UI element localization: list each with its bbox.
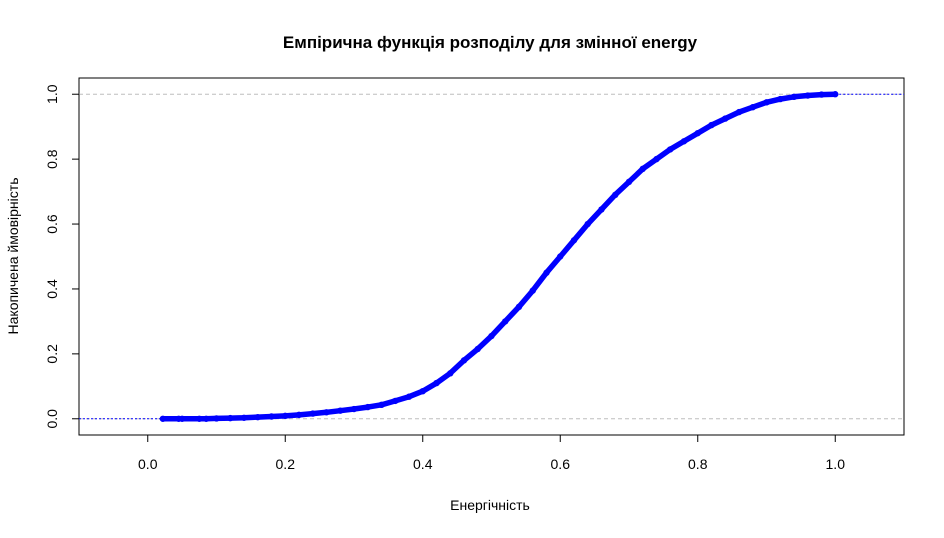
plot-frame xyxy=(78,77,905,436)
ecdf-point xyxy=(804,92,811,99)
ecdf-point xyxy=(178,415,186,422)
ecdf-point xyxy=(598,206,605,213)
y-axis: 0.0 0.2 0.4 0.6 0.8 1.0 xyxy=(44,84,80,429)
ecdf-point xyxy=(708,121,715,129)
ecdf-point xyxy=(777,95,784,103)
ecdf-point xyxy=(625,178,633,186)
x-tick-label: 1.0 xyxy=(826,456,846,472)
chart-title: Емпірична функція розподілу для змінної … xyxy=(283,33,698,52)
ecdf-point xyxy=(502,318,509,325)
y-axis-label: Накопичена ймовірність xyxy=(5,178,21,335)
ecdf-point xyxy=(749,104,756,111)
ecdf-point xyxy=(722,115,729,122)
ecdf-point xyxy=(227,414,234,422)
y-tick-label: 1.0 xyxy=(44,84,60,104)
ecdf-point xyxy=(196,415,203,422)
ecdf-point xyxy=(364,403,371,411)
ecdf-point xyxy=(584,220,591,228)
ecdf-point xyxy=(240,414,248,421)
x-axis: 0.0 0.2 0.4 0.6 0.8 1.0 xyxy=(138,434,846,472)
y-tick-label: 0.2 xyxy=(44,344,60,364)
ecdf-point xyxy=(790,93,798,101)
y-tick-label: 0.4 xyxy=(44,279,60,299)
ecdf-point xyxy=(337,407,344,414)
reference-lines xyxy=(79,93,904,420)
ecdf-point xyxy=(557,253,564,260)
ecdf-point xyxy=(763,99,770,106)
x-tick-label: 0.6 xyxy=(551,456,571,472)
ecdf-point xyxy=(419,387,426,395)
ecdf-point xyxy=(832,91,839,98)
ecdf-point xyxy=(570,237,578,244)
series-layer xyxy=(79,91,904,422)
ecdf-point xyxy=(268,413,275,420)
x-tick-label: 0.4 xyxy=(413,456,433,472)
ecdf-point xyxy=(639,165,646,173)
ecdf-point xyxy=(282,412,289,420)
ecdf-point xyxy=(254,413,261,421)
ecdf-point xyxy=(694,129,701,137)
ecdf-point xyxy=(213,415,220,422)
ecdf-point xyxy=(543,269,550,276)
ecdf-point xyxy=(202,415,210,422)
x-axis-label: Енергічність xyxy=(450,497,530,513)
ecdf-point xyxy=(295,411,303,419)
ecdf-point xyxy=(392,397,399,405)
y-tick-label: 0.8 xyxy=(44,149,60,169)
ecdf-point xyxy=(350,405,358,413)
ecdf-point xyxy=(667,146,674,153)
ecdf-point xyxy=(378,401,385,409)
ecdf-point xyxy=(488,332,495,340)
ecdf-point xyxy=(680,138,688,145)
ecdf-point xyxy=(515,303,523,311)
ecdf-point xyxy=(735,108,743,116)
ecdf-point xyxy=(323,409,330,416)
ecdf-point xyxy=(460,357,468,364)
ecdf-point xyxy=(474,345,481,353)
x-tick-label: 0.2 xyxy=(276,456,296,472)
x-tick-label: 0.0 xyxy=(138,456,158,472)
ecdf-point xyxy=(612,191,619,199)
y-tick-label: 0.0 xyxy=(44,409,60,429)
y-tick-label: 0.6 xyxy=(44,214,60,234)
ecdf-point xyxy=(309,410,316,417)
ecdf-point xyxy=(433,379,440,387)
x-tick-label: 0.8 xyxy=(688,456,708,472)
ecdf-point xyxy=(653,155,660,163)
ecdf-point xyxy=(159,415,167,422)
ecdf-line xyxy=(160,91,839,422)
ecdf-point xyxy=(818,91,825,98)
ecdf-point xyxy=(447,370,454,377)
ecdf-point xyxy=(529,287,536,294)
ecdf-point xyxy=(405,393,413,400)
